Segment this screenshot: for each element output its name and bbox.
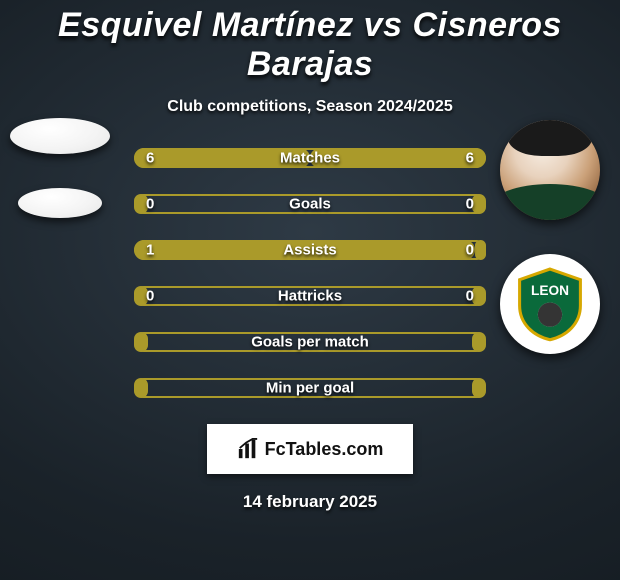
- stat-value-right: 6: [466, 150, 474, 167]
- stat-row: Goals0 0: [134, 194, 486, 214]
- brand-text: FcTables.com: [265, 439, 384, 460]
- stat-value-left: 6: [146, 150, 154, 167]
- club-name-text: LEON: [531, 283, 569, 298]
- right-player-avatar: [500, 120, 600, 220]
- stat-row: Hattricks0 0: [134, 286, 486, 306]
- left-player-column: [10, 118, 110, 218]
- right-club-badge: LEON: [500, 254, 600, 354]
- bars-icon: [237, 438, 259, 460]
- stat-row: Goals per match: [134, 332, 486, 352]
- stat-row: Min per goal: [134, 378, 486, 398]
- date-text: 14 february 2025: [0, 492, 620, 512]
- stat-label: Matches: [134, 150, 486, 167]
- stat-label: Goals: [134, 196, 486, 213]
- stat-value-right: 0: [466, 288, 474, 305]
- stat-row: Matches6 6: [134, 148, 486, 168]
- stat-label: Goals per match: [134, 334, 486, 351]
- brand-box[interactable]: FcTables.com: [207, 424, 413, 474]
- left-player-avatar-placeholder: [10, 118, 110, 154]
- stat-value-left: 0: [146, 288, 154, 305]
- stat-label: Min per goal: [134, 380, 486, 397]
- stat-value-left: 0: [146, 196, 154, 213]
- stat-label: Hattricks: [134, 288, 486, 305]
- subtitle: Club competitions, Season 2024/2025: [0, 98, 620, 116]
- stat-value-right: 0: [466, 242, 474, 259]
- stat-label: Assists: [134, 242, 486, 259]
- stat-value-right: 0: [466, 196, 474, 213]
- stat-row: Assists1 0: [134, 240, 486, 260]
- page-title: Esquivel Martínez vs Cisneros Barajas: [0, 0, 620, 84]
- right-player-column: LEON: [500, 120, 600, 354]
- stat-value-left: 1: [146, 242, 154, 259]
- club-leon-icon: LEON: [512, 266, 588, 342]
- left-club-badge-placeholder: [18, 188, 102, 218]
